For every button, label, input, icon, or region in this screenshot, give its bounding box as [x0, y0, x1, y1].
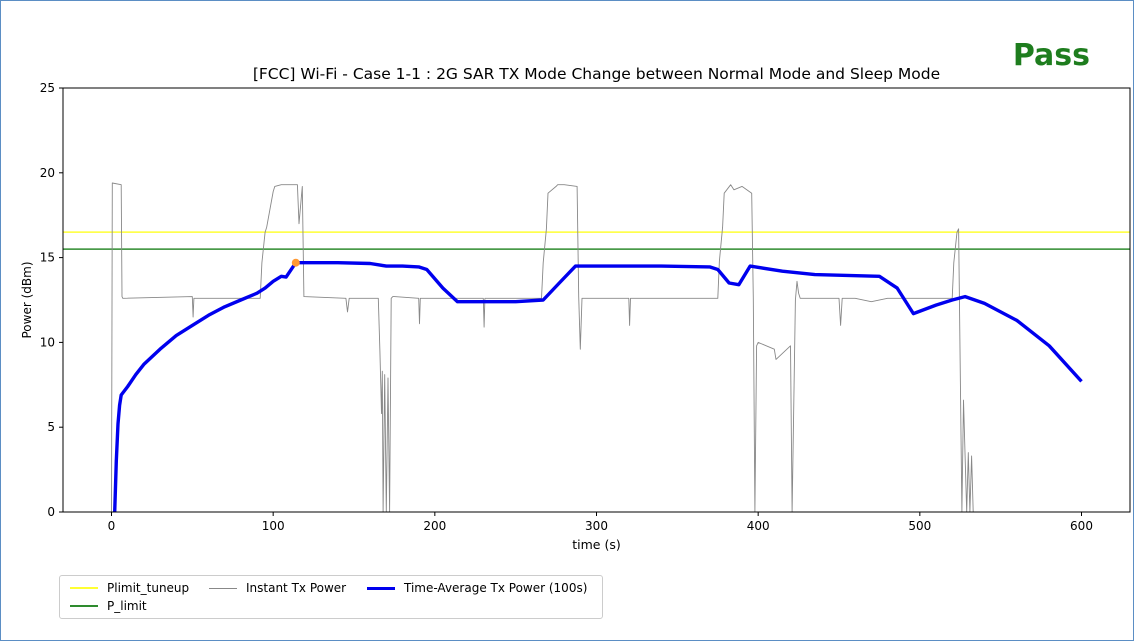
- peak-marker: [291, 258, 300, 267]
- series-time-average-tx-power: [113, 261, 1083, 513]
- legend-swatch-p-limit: [70, 605, 98, 607]
- x-tick-label: 500: [908, 519, 931, 533]
- y-tick-label: 25: [40, 81, 55, 95]
- legend-item-instant-tx-power: Instant Tx Power: [209, 581, 346, 595]
- status-badge: Pass: [1012, 38, 1090, 73]
- x-tick-label: 200: [423, 519, 446, 533]
- y-tick-label: 10: [40, 335, 55, 349]
- chart-legend: Plimit_tuneup P_limit Instant Tx Power T…: [59, 575, 603, 619]
- y-axis-label: Power (dBm): [20, 262, 34, 339]
- x-axis-label: time (s): [572, 537, 620, 552]
- y-tick-label: 0: [47, 505, 55, 519]
- x-tick-label: 600: [1070, 519, 1093, 533]
- y-tick-label: 15: [40, 251, 55, 265]
- legend-item-p-limit: P_limit: [70, 599, 147, 613]
- legend-label-time-average-tx-power: Time-Average Tx Power (100s): [404, 581, 588, 595]
- chart-title: [FCC] Wi-Fi - Case 1-1 : 2G SAR TX Mode …: [253, 65, 940, 83]
- x-tick-label: 0: [108, 519, 116, 533]
- legend-label-instant-tx-power: Instant Tx Power: [246, 581, 347, 595]
- legend-swatch-plimit-tuneup: [70, 587, 98, 589]
- legend-swatch-time-average-tx-power: [367, 586, 395, 590]
- legend-item-time-average-tx-power: Time-Average Tx Power (100s): [367, 581, 587, 595]
- legend-swatch-instant-tx-power: [209, 587, 237, 589]
- legend-label-p-limit: P_limit: [107, 599, 147, 613]
- x-tick-label: 100: [262, 519, 285, 533]
- legend-item-plimit-tuneup: Plimit_tuneup: [70, 581, 189, 595]
- x-tick-label: 300: [585, 519, 608, 533]
- y-tick-label: 5: [47, 420, 55, 434]
- x-tick-label: 400: [747, 519, 770, 533]
- series-instant-tx-power: [111, 182, 974, 513]
- legend-label-plimit-tuneup: Plimit_tuneup: [107, 581, 190, 595]
- y-tick-label: 20: [40, 166, 55, 180]
